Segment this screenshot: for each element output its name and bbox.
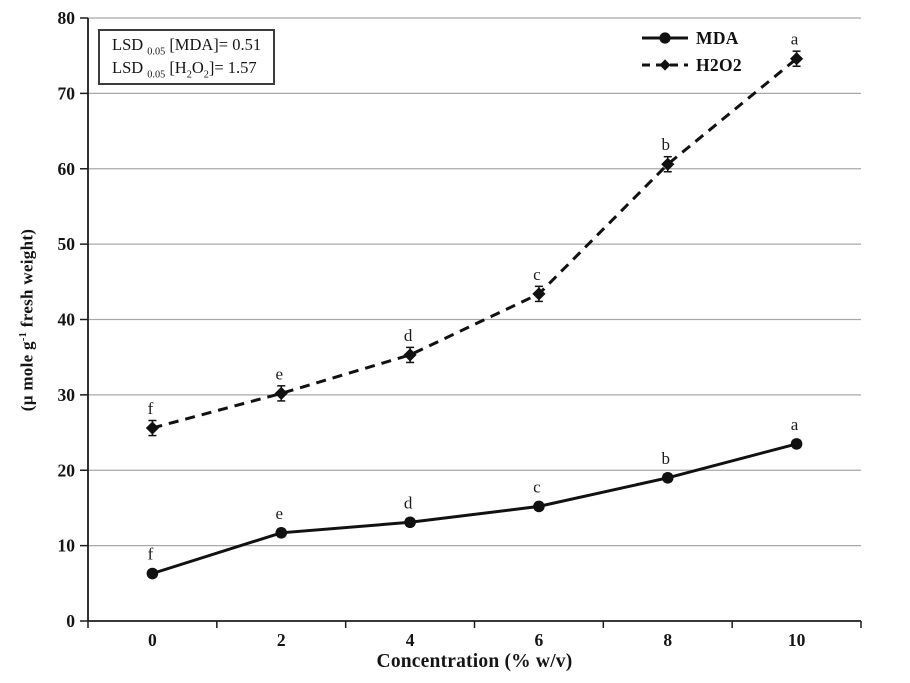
y-tick-labels: 0 10 20 30 40 50 60 70 80: [58, 8, 88, 631]
y-tick-label-50: 50: [58, 234, 76, 254]
series-h2o2: f e d c b a: [145, 30, 804, 437]
series-line-h2o2: [152, 57, 798, 430]
point-label: c: [533, 477, 541, 496]
point-label: f: [148, 399, 154, 418]
marker-diamond: [789, 52, 804, 66]
x-tick-label-0: 0: [148, 630, 157, 650]
legend-item-mda: MDA: [641, 27, 742, 49]
point-label: b: [662, 135, 671, 154]
legend-label: MDA: [696, 27, 739, 48]
y-axis-title: (µ mole g-1 fresh weight): [17, 228, 37, 412]
gridlines: [88, 17, 861, 547]
series-mda: f e d c b a: [146, 415, 803, 580]
x-tick-label-4: 4: [406, 630, 415, 650]
marker-circle: [790, 438, 803, 450]
y-tick-label-0: 0: [66, 611, 75, 631]
x-axis-title: Concentration (% w/v): [376, 651, 573, 672]
point-label: b: [662, 449, 671, 468]
y-tick-label-20: 20: [58, 460, 76, 480]
legend-label: H2O2: [696, 54, 742, 75]
point-label: d: [404, 326, 413, 345]
point-label: f: [148, 545, 154, 564]
marker-diamond: [274, 386, 288, 400]
legend-item-h2o2: H2O2: [641, 54, 742, 76]
y-tick-label-30: 30: [58, 385, 76, 405]
lsd-annotation-box: LSD 0.05 [MDA]= 0.51 LSD 0.05 [H2O2]= 1.5…: [98, 29, 276, 85]
x-tick-label-10: 10: [788, 630, 806, 650]
x-tick-label-6: 6: [535, 630, 544, 650]
point-label: a: [791, 30, 799, 49]
point-label: a: [791, 415, 799, 434]
x-tick-label-8: 8: [663, 630, 672, 650]
marker-diamond: [661, 157, 675, 171]
marker-circle: [404, 516, 416, 529]
y-tick-label-70: 70: [58, 83, 76, 103]
marker-diamond: [403, 348, 417, 362]
legend: MDA H2O2: [641, 27, 742, 76]
point-label: c: [533, 265, 541, 284]
x-tick-label-2: 2: [277, 630, 286, 650]
marker-diamond: [145, 421, 160, 435]
series-line-mda: [151, 442, 797, 575]
point-label: e: [275, 504, 283, 523]
lsd-line-2: LSD 0.05 [H2O2]= 1.57: [112, 58, 257, 81]
point-label: e: [275, 364, 283, 383]
marker-circle: [533, 500, 545, 513]
marker-circle: [146, 567, 159, 580]
dashed-diamond-sample-icon: [642, 59, 688, 71]
y-tick-label-40: 40: [58, 310, 76, 330]
marker-circle: [275, 527, 288, 539]
y-tick-label-60: 60: [58, 159, 76, 179]
solid-circle-sample-icon: [642, 32, 688, 44]
y-tick-label-80: 80: [58, 8, 76, 28]
marker-circle: [661, 471, 674, 484]
marker-diamond: [532, 287, 546, 301]
x-tick-labels: 0 2 4 6 8 10: [87, 621, 862, 650]
y-tick-label-10: 10: [58, 536, 76, 556]
lsd-line-1: LSD 0.05 [MDA]= 0.51: [112, 35, 262, 58]
point-label: d: [404, 493, 413, 512]
